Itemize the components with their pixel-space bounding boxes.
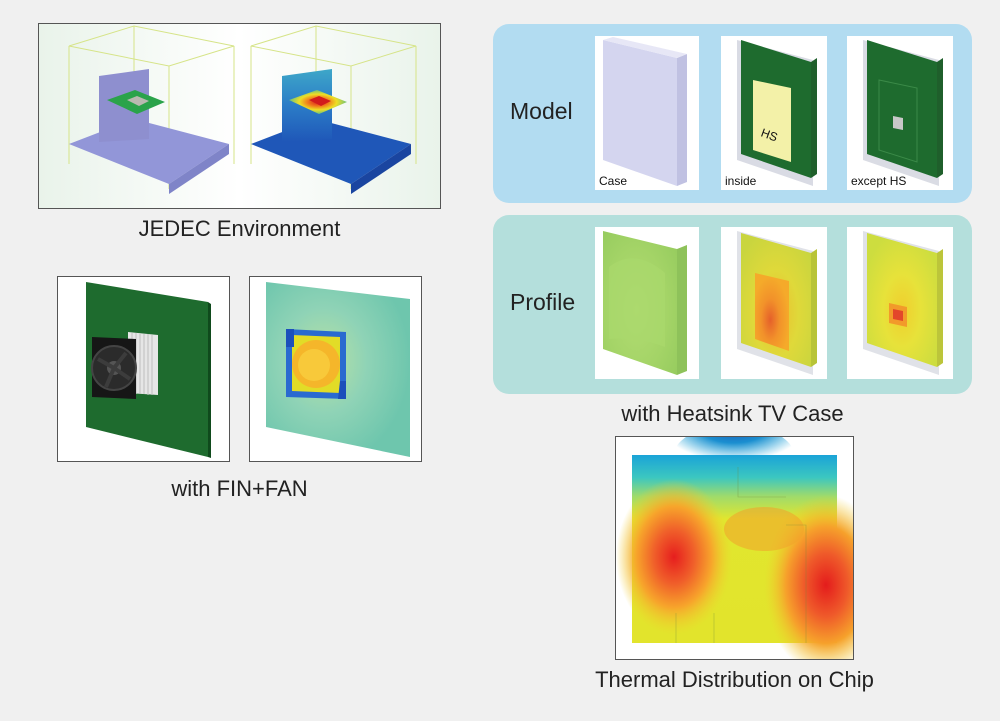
fan-icon <box>91 337 137 399</box>
fin-fan-thermal-figure <box>249 276 422 462</box>
jedec-caption: JEDEC Environment <box>138 216 341 241</box>
jedec-left-model <box>69 69 229 194</box>
fin-fan-hotspot <box>286 329 346 399</box>
profile-view-except-hs <box>847 227 953 379</box>
thermal-chip-figure <box>615 436 854 660</box>
model-view-inside-label: inside <box>725 174 757 188</box>
fin-fan-model-figure <box>57 276 230 462</box>
model-view-except-hs: except HS <box>847 36 953 190</box>
profile-view-inside <box>721 227 827 379</box>
model-view-case-label: Case <box>599 174 628 188</box>
thermal-caption: Thermal Distribution on Chip <box>595 667 874 692</box>
case-render <box>603 37 687 186</box>
except-hs-render <box>863 40 943 186</box>
model-view-inside: HS inside <box>721 36 827 190</box>
profile-view-case <box>595 227 699 379</box>
except-hs-profile-render <box>863 231 943 375</box>
case-profile-render <box>603 231 687 375</box>
model-view-case: Case <box>595 36 699 190</box>
jedec-render <box>39 24 440 208</box>
model-row-label: Model <box>510 98 573 124</box>
jedec-figure <box>38 23 441 209</box>
fin-fan-caption: with FIN+FAN <box>171 476 308 501</box>
fin-fan-model-render <box>58 277 229 461</box>
jedec-right-thermal-model <box>251 69 411 194</box>
thermal-chip-map <box>616 437 853 659</box>
inside-profile-render <box>737 231 817 375</box>
heatsink-caption: with Heatsink TV Case <box>621 401 844 426</box>
fin-fan-thermal-render <box>250 277 421 461</box>
inside-render <box>737 40 817 186</box>
model-view-except-hs-label: except HS <box>851 174 907 188</box>
profile-row-label: Profile <box>510 289 576 315</box>
